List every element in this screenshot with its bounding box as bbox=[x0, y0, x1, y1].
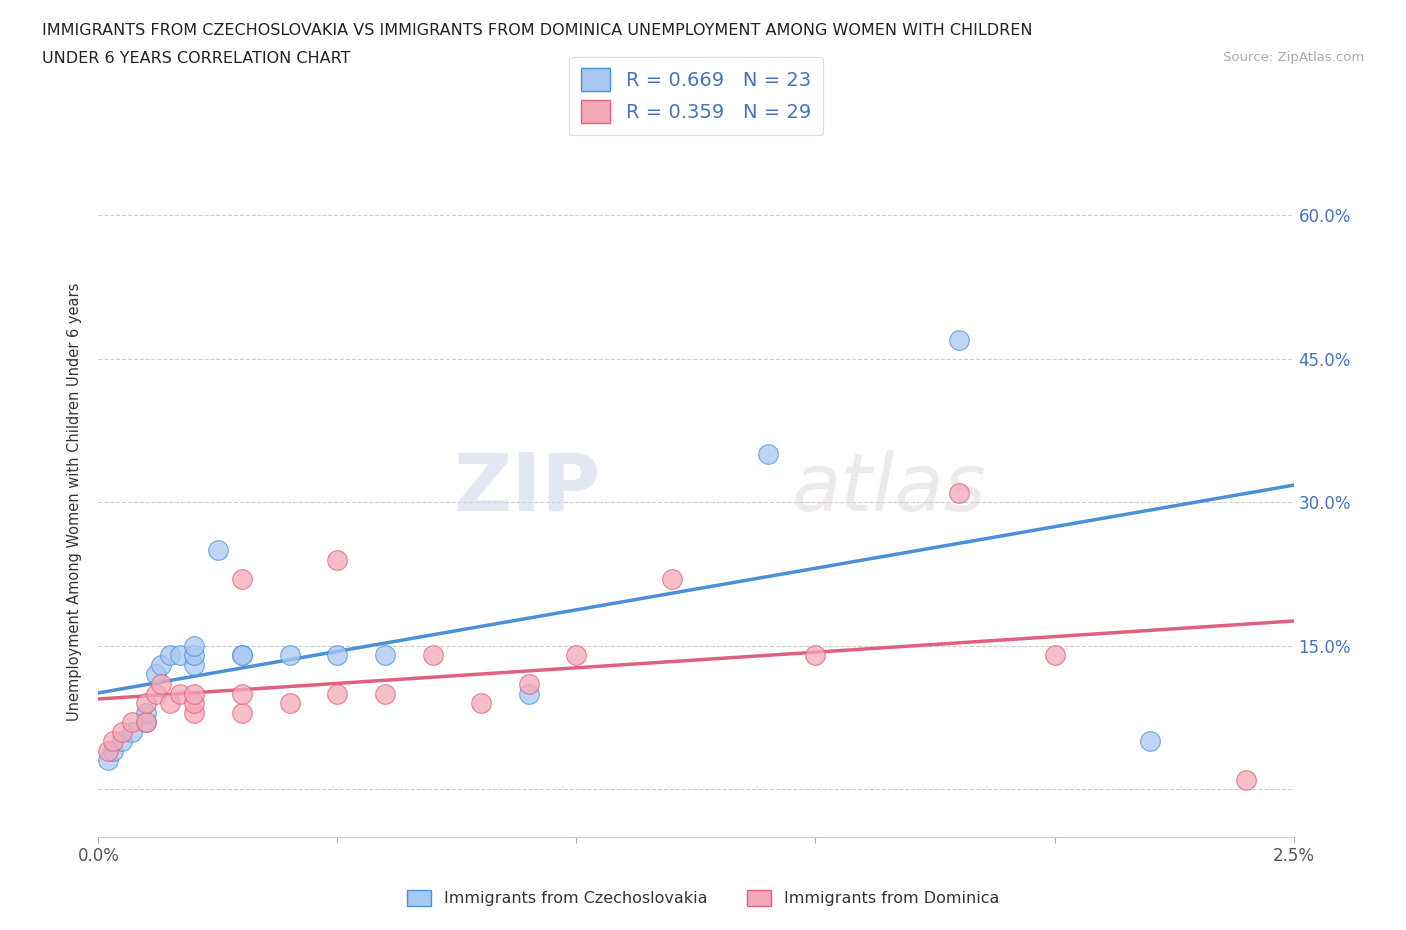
Point bbox=[374, 648, 396, 663]
Point bbox=[1043, 648, 1066, 663]
Point bbox=[183, 705, 205, 720]
Text: Source: ZipAtlas.com: Source: ZipAtlas.com bbox=[1223, 51, 1364, 64]
Point bbox=[948, 485, 970, 500]
Legend: R = 0.669   N = 23, R = 0.359   N = 29: R = 0.669 N = 23, R = 0.359 N = 29 bbox=[569, 57, 823, 135]
Point bbox=[231, 686, 253, 701]
Point bbox=[97, 743, 120, 758]
Point bbox=[278, 696, 301, 711]
Point bbox=[159, 648, 181, 663]
Point bbox=[135, 705, 157, 720]
Point bbox=[231, 571, 253, 586]
Text: ZIP: ZIP bbox=[453, 450, 600, 528]
Point bbox=[1139, 734, 1161, 749]
Point bbox=[422, 648, 444, 663]
Point bbox=[111, 724, 134, 739]
Point bbox=[101, 743, 124, 758]
Point bbox=[517, 686, 540, 701]
Point bbox=[326, 648, 349, 663]
Point bbox=[948, 332, 970, 347]
Point bbox=[135, 715, 157, 730]
Point bbox=[661, 571, 683, 586]
Point bbox=[183, 696, 205, 711]
Point bbox=[231, 648, 253, 663]
Text: atlas: atlas bbox=[792, 450, 987, 528]
Point bbox=[145, 686, 167, 701]
Point bbox=[326, 686, 349, 701]
Point bbox=[183, 638, 205, 653]
Point bbox=[374, 686, 396, 701]
Point bbox=[159, 696, 181, 711]
Text: IMMIGRANTS FROM CZECHOSLOVAKIA VS IMMIGRANTS FROM DOMINICA UNEMPLOYMENT AMONG WO: IMMIGRANTS FROM CZECHOSLOVAKIA VS IMMIGR… bbox=[42, 23, 1032, 38]
Point bbox=[111, 734, 134, 749]
Point bbox=[149, 676, 172, 691]
Point bbox=[97, 753, 120, 768]
Point bbox=[169, 686, 191, 701]
Point bbox=[565, 648, 588, 663]
Point bbox=[121, 724, 143, 739]
Point bbox=[1234, 772, 1257, 787]
Point bbox=[470, 696, 492, 711]
Point bbox=[145, 667, 167, 682]
Text: UNDER 6 YEARS CORRELATION CHART: UNDER 6 YEARS CORRELATION CHART bbox=[42, 51, 350, 66]
Point bbox=[517, 676, 540, 691]
Point bbox=[756, 447, 779, 462]
Point bbox=[149, 658, 172, 672]
Point bbox=[135, 715, 157, 730]
Legend: Immigrants from Czechoslovakia, Immigrants from Dominica: Immigrants from Czechoslovakia, Immigran… bbox=[401, 884, 1005, 912]
Point bbox=[101, 734, 124, 749]
Point bbox=[183, 658, 205, 672]
Point bbox=[804, 648, 827, 663]
Point bbox=[135, 696, 157, 711]
Point bbox=[326, 552, 349, 567]
Y-axis label: Unemployment Among Women with Children Under 6 years: Unemployment Among Women with Children U… bbox=[67, 283, 83, 722]
Point bbox=[207, 542, 229, 557]
Point bbox=[278, 648, 301, 663]
Point bbox=[169, 648, 191, 663]
Point bbox=[183, 686, 205, 701]
Point bbox=[231, 648, 253, 663]
Point bbox=[121, 715, 143, 730]
Point bbox=[183, 648, 205, 663]
Point bbox=[231, 705, 253, 720]
